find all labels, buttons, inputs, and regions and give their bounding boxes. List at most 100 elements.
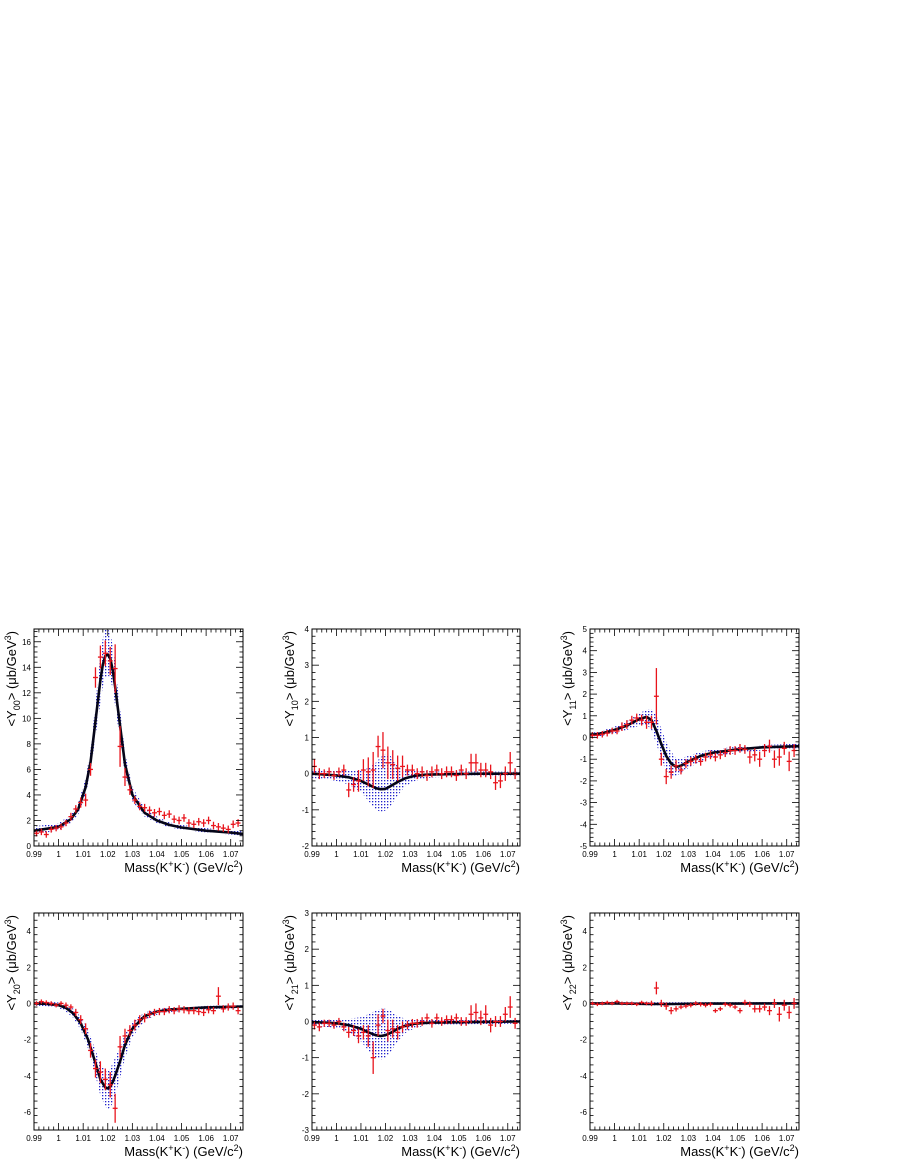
chart-panel: 0.99 1 1.01 1.02 1.03 1.04 1.05 1.06 1.07 -3 -2 -1 0… — [281, 909, 521, 1159]
data-point — [493, 775, 498, 790]
x-tick-label: 1.06 — [198, 1134, 214, 1143]
data-point — [409, 764, 415, 776]
data-point — [73, 1008, 79, 1017]
y-tick-label: 8 — [27, 740, 32, 749]
data-point — [444, 1015, 450, 1025]
data-point — [791, 997, 797, 1009]
x-tick-label: 1.01 — [75, 850, 91, 859]
data-point — [356, 770, 361, 792]
y-tick-label: 3 — [305, 909, 310, 918]
data-point — [502, 1007, 508, 1022]
data-point — [757, 751, 763, 767]
data-point — [453, 770, 459, 781]
data-point — [117, 1035, 123, 1058]
data-point — [463, 768, 469, 780]
data-point — [708, 1002, 713, 1007]
chart-panel: 0.99 1 1.01 1.02 1.03 1.04 1.05 1.06 1.07 -5 -4 -3 -… — [559, 625, 800, 875]
y-tick-label: 2 — [305, 945, 310, 954]
data-point — [356, 1028, 361, 1044]
data-point — [429, 766, 435, 778]
data-point — [771, 750, 777, 768]
data-point — [122, 1028, 128, 1044]
x-tick-label: 1.05 — [174, 850, 190, 859]
data-point — [424, 770, 430, 781]
data-point — [614, 999, 620, 1004]
x-tick-label: 1.05 — [451, 850, 467, 859]
data-point — [449, 766, 454, 778]
plot-frame — [33, 628, 244, 847]
data-point — [419, 1017, 425, 1026]
y-tick-label: -3 — [580, 799, 588, 808]
x-axis-title: Mass(K+K-) (GeV/c2) — [680, 859, 799, 875]
data-point — [142, 1013, 148, 1023]
data-point — [688, 1003, 694, 1008]
data-point — [58, 1001, 64, 1006]
data-point — [429, 1018, 435, 1028]
data-point — [742, 999, 748, 1006]
data-point — [693, 754, 699, 764]
x-tick-label: 1.03 — [681, 850, 697, 859]
y-tick-label: 4 — [305, 625, 310, 634]
data-point — [639, 1000, 645, 1005]
y-tick-label: -2 — [24, 1036, 32, 1045]
x-tick-label: 1.06 — [754, 1134, 770, 1143]
y-tick-label: -5 — [580, 842, 588, 851]
x-tick-label: 1.01 — [353, 1134, 369, 1143]
data-point — [220, 824, 226, 832]
data-point — [604, 1000, 610, 1005]
data-point — [395, 1025, 401, 1040]
data-point — [732, 1004, 738, 1010]
data-point — [649, 715, 654, 729]
data-point — [225, 1003, 231, 1011]
data-point — [142, 803, 148, 812]
data-point — [703, 1003, 709, 1008]
data-point — [478, 1010, 484, 1026]
data-point — [747, 750, 753, 764]
data-point — [722, 748, 728, 758]
data-point — [757, 1005, 763, 1013]
data-point — [201, 1008, 207, 1017]
data-point — [497, 1016, 503, 1027]
data-point — [649, 1000, 654, 1007]
data-point — [370, 751, 376, 789]
data-point — [147, 1010, 153, 1018]
panels-group: 0.99 1 1.01 1.02 1.03 1.04 1.05 1.06 1.070246810… — [3, 625, 800, 1159]
data-point — [336, 1017, 342, 1026]
x-tick-label: 1.02 — [378, 850, 394, 859]
data-point — [644, 1001, 650, 1006]
data-point — [434, 1013, 440, 1023]
x-tick-label: 1 — [56, 1134, 61, 1143]
data-point — [404, 764, 410, 776]
data-point — [132, 796, 138, 804]
data-point — [365, 1025, 371, 1047]
y-tick-label: 0 — [305, 770, 310, 779]
data-point — [112, 644, 118, 693]
data-point — [639, 714, 645, 726]
data-point — [346, 782, 352, 798]
data-point — [34, 830, 39, 837]
y-axis-title: <Y00> (μb/GeV3) — [3, 631, 22, 727]
data-point — [156, 807, 162, 816]
x-tick-label: 1.06 — [754, 850, 770, 859]
x-tick-label: 1.06 — [476, 850, 492, 859]
data-point — [493, 1016, 498, 1027]
x-tick-label: 1.01 — [353, 850, 369, 859]
data-point — [171, 815, 177, 824]
data-point — [727, 1003, 733, 1008]
x-tick-label: 1.07 — [500, 1134, 516, 1143]
data-point — [68, 1004, 74, 1010]
data-point — [419, 766, 425, 778]
y-tick-label: 14 — [22, 663, 31, 672]
y-tick-label: 2 — [305, 697, 310, 706]
data-point — [658, 999, 664, 1008]
y-tick-label: -1 — [302, 1054, 310, 1063]
data-point — [326, 767, 332, 777]
data-point — [53, 1003, 59, 1008]
data-point — [752, 748, 758, 762]
data-point — [360, 1025, 366, 1040]
data-point — [483, 1005, 489, 1024]
chart-panel: 0.99 1 1.01 1.02 1.03 1.04 1.05 1.06 1.07 -6 -4 -2 0… — [559, 912, 800, 1159]
x-tick-label: 1.06 — [198, 850, 214, 859]
data-point — [453, 1013, 459, 1023]
data-point — [653, 668, 659, 725]
